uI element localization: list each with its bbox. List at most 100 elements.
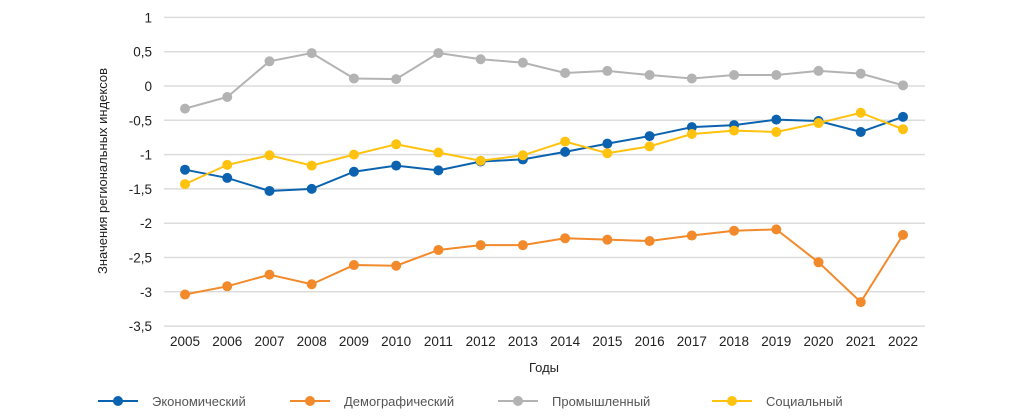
data-point	[686, 129, 697, 140]
data-point	[644, 236, 655, 247]
legend-marker	[305, 396, 315, 406]
legend-marker	[113, 396, 123, 406]
data-point	[813, 257, 824, 268]
legend-label: Социальный	[766, 394, 843, 409]
x-axis-label: Годы	[529, 360, 559, 375]
x-tick-label: 2015	[592, 334, 622, 349]
x-tick-label: 2013	[508, 334, 538, 349]
legend: Экономический Демографический Промышленный…	[98, 394, 843, 409]
data-point	[391, 160, 402, 171]
data-point	[264, 150, 275, 161]
data-point	[560, 67, 571, 78]
data-point	[433, 165, 444, 176]
data-point	[813, 118, 824, 129]
data-point	[391, 260, 402, 271]
data-point	[222, 159, 233, 170]
data-point	[348, 73, 359, 84]
data-point	[180, 103, 190, 114]
x-tick-label: 2022	[888, 334, 918, 349]
x-tick-label: 2018	[719, 334, 749, 349]
x-tick-label: 2009	[339, 334, 369, 349]
data-point	[602, 65, 613, 76]
x-tick-label: 2007	[254, 334, 284, 349]
data-point	[306, 48, 317, 59]
data-point	[686, 122, 697, 133]
data-point	[348, 166, 359, 177]
x-tick-label: 2016	[635, 334, 665, 349]
data-point	[391, 139, 402, 150]
data-point	[771, 70, 782, 81]
y-tick-label: -1,5	[129, 182, 152, 197]
series-lines	[180, 48, 908, 308]
data-point	[180, 164, 190, 175]
y-tick-label: -3	[140, 285, 152, 300]
data-point	[855, 297, 866, 308]
data-point	[898, 229, 908, 240]
x-tick-label: 2006	[212, 334, 242, 349]
data-point	[475, 240, 486, 251]
legend-item: Промышленный	[498, 394, 650, 409]
data-point	[602, 138, 613, 149]
x-tick-label: 2017	[677, 334, 707, 349]
legend-item: Демографический	[290, 394, 454, 409]
series-3	[180, 107, 908, 190]
x-tick-label: 2014	[550, 334, 581, 349]
data-point	[222, 281, 233, 292]
data-point	[560, 146, 571, 157]
data-point	[729, 125, 740, 136]
series-2	[180, 48, 908, 114]
data-point	[686, 73, 697, 84]
data-point	[855, 126, 866, 137]
x-tick-label: 2011	[424, 334, 453, 349]
y-tick-label: -2	[140, 216, 152, 231]
data-point	[517, 57, 528, 68]
x-axis-ticks: 2005 2006 2007 2008 2009 2010 2011 2012 2013 2014…	[170, 334, 918, 349]
data-point	[391, 74, 402, 85]
y-tick-label: 0,5	[133, 45, 152, 60]
series-line	[184, 115, 904, 192]
data-point	[517, 150, 528, 161]
legend-label: Демографический	[344, 394, 454, 409]
data-point	[306, 183, 317, 194]
series-line	[184, 228, 904, 304]
data-point	[433, 48, 444, 59]
data-point	[348, 149, 359, 160]
data-point	[264, 185, 275, 196]
data-point	[602, 148, 613, 159]
y-axis-ticks: 1 0,5 0 -0,5 -1 -1,5 -2 -2,5 -3 -3,5	[129, 10, 152, 334]
data-point	[264, 269, 275, 280]
data-point	[644, 131, 655, 142]
data-point	[771, 224, 782, 235]
data-point	[729, 225, 740, 236]
data-point	[517, 240, 528, 251]
legend-marker	[727, 396, 737, 406]
y-tick-label: 0	[144, 79, 152, 94]
x-tick-label: 2012	[466, 334, 496, 349]
data-point	[855, 68, 866, 79]
data-point	[222, 172, 233, 183]
x-tick-label: 2008	[297, 334, 327, 349]
data-point	[560, 233, 571, 244]
legend-label: Промышленный	[552, 394, 650, 409]
data-point	[264, 56, 275, 67]
data-point	[898, 124, 908, 135]
data-point	[771, 114, 782, 125]
data-point	[348, 260, 359, 271]
y-tick-label: -1	[140, 148, 152, 163]
data-point	[644, 70, 655, 81]
data-point	[813, 65, 824, 76]
data-point	[306, 160, 317, 171]
series-1	[180, 224, 908, 308]
x-tick-label: 2020	[804, 334, 834, 349]
data-point	[433, 244, 444, 255]
data-point	[855, 107, 866, 118]
legend-item: Экономический	[98, 394, 246, 409]
x-tick-label: 2005	[170, 334, 200, 349]
data-point	[729, 70, 740, 81]
data-point	[898, 80, 908, 91]
data-point	[222, 91, 233, 102]
series-line	[184, 111, 904, 186]
y-tick-label: 1	[144, 10, 152, 25]
data-point	[475, 54, 486, 65]
